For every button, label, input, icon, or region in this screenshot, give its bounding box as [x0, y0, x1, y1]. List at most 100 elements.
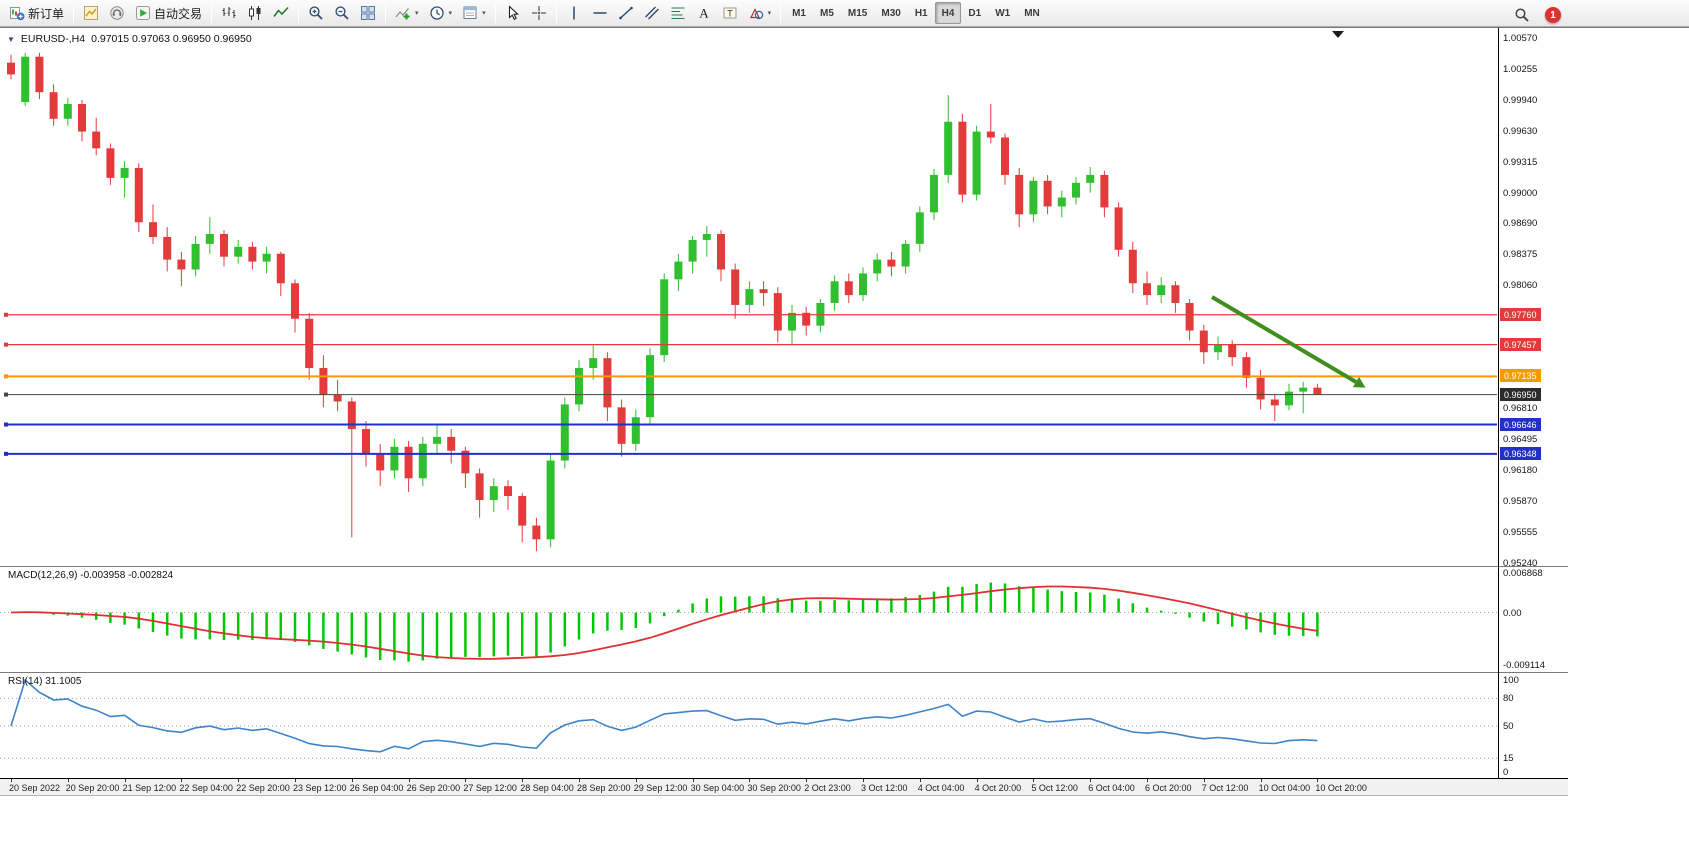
- time-label: 7 Oct 12:00: [1201, 783, 1249, 793]
- community-button[interactable]: [104, 2, 130, 24]
- time-label: 22 Sep 20:00: [236, 783, 290, 793]
- price-tick: 0.98375: [1503, 249, 1538, 261]
- price-tick: 0.99315: [1503, 156, 1538, 168]
- time-tick: [1260, 779, 1262, 782]
- textA-icon: A: [696, 5, 712, 21]
- time-tick: [67, 779, 69, 782]
- new-order-button[interactable]: 新订单: [4, 2, 69, 24]
- new-order-icon: [9, 5, 25, 21]
- price-tick: 0.99630: [1503, 125, 1538, 137]
- rsi-axis-level: 15: [1503, 753, 1514, 765]
- timeframe-m5-button[interactable]: M5: [820, 7, 834, 19]
- price-tick: 0.98690: [1503, 218, 1538, 230]
- macd-axis-zero: 0.00: [1503, 607, 1522, 619]
- bar-chart-button[interactable]: [216, 2, 242, 24]
- line-chart-button[interactable]: [268, 2, 294, 24]
- zoom-in-icon: [308, 5, 324, 21]
- search-button[interactable]: [1509, 4, 1535, 26]
- time-label: 2 Oct 23:00: [804, 783, 851, 793]
- timeframe-d1-button[interactable]: D1: [968, 7, 982, 19]
- svg-text:T: T: [727, 9, 733, 19]
- template-icon: [462, 5, 478, 21]
- time-tick: [408, 779, 410, 782]
- price-tick: 0.96495: [1503, 434, 1538, 446]
- rsi-label: RSI(14) 31.1005: [8, 676, 82, 687]
- periods-button[interactable]: ▾: [424, 2, 458, 24]
- autotrade-icon: [135, 5, 151, 21]
- fibonacci-button[interactable]: [665, 2, 691, 24]
- time-label: 3 Oct 12:00: [861, 783, 908, 793]
- time-tick: [635, 779, 637, 782]
- rsi-axis-level: 100: [1503, 675, 1519, 686]
- auto-trading-button[interactable]: 自动交易: [130, 2, 207, 24]
- timeframe-m15-button[interactable]: M15: [847, 7, 868, 19]
- rsi-panel-splitter[interactable]: [0, 672, 1568, 673]
- time-tick: [522, 779, 524, 782]
- time-label: 23 Sep 12:00: [293, 783, 347, 793]
- channel-icon: [644, 5, 660, 21]
- horizontal-line-button[interactable]: [587, 2, 613, 24]
- toolbar-separator: [211, 3, 213, 23]
- price-badge: 0.97457: [1500, 337, 1541, 351]
- toolbar-separator: [494, 3, 496, 23]
- fibo-icon: [670, 5, 686, 21]
- candle-chart-button[interactable]: [242, 2, 268, 24]
- time-tick: [238, 779, 240, 782]
- vline-icon: [566, 5, 582, 21]
- cursor-icon: [505, 5, 521, 21]
- search-icon: [1514, 7, 1530, 23]
- hline-icon: [592, 5, 608, 21]
- text-label-button[interactable]: T: [717, 2, 743, 24]
- symbol-dropdown-icon[interactable]: ▼: [7, 34, 15, 44]
- crosshair-button[interactable]: [526, 2, 552, 24]
- indicators-button[interactable]: ▾: [390, 2, 424, 24]
- trendline-button[interactable]: [613, 2, 639, 24]
- timeframe-h4-button[interactable]: H4: [934, 2, 962, 24]
- vertical-line-button[interactable]: [561, 2, 587, 24]
- macd-panel[interactable]: [0, 568, 1500, 672]
- timeframe-m1-button[interactable]: M1: [792, 7, 806, 19]
- macd-panel-splitter[interactable]: [0, 566, 1568, 567]
- text-button[interactable]: A: [691, 2, 717, 24]
- time-label: 21 Sep 12:00: [122, 783, 177, 793]
- ohlc-readout: 0.97015 0.97063 0.96950 0.96950: [91, 33, 252, 45]
- time-tick: [692, 779, 694, 782]
- notification-badge[interactable]: 1: [1545, 7, 1561, 23]
- time-tick: [181, 779, 183, 782]
- time-label: 30 Sep 04:00: [690, 783, 745, 793]
- trend-arrow: [1210, 295, 1358, 384]
- templates-button[interactable]: ▾: [457, 2, 491, 24]
- price-tick: 0.98060: [1503, 280, 1538, 292]
- equidistant-channel-button[interactable]: [639, 2, 665, 24]
- new-order-button-label: 新订单: [28, 6, 65, 21]
- timeframe-w1-button[interactable]: W1: [995, 7, 1011, 19]
- price-badge: 0.97135: [1500, 369, 1541, 383]
- time-label: 20 Sep 20:00: [65, 783, 120, 793]
- rsi-panel[interactable]: [0, 674, 1500, 777]
- zoom-out-button[interactable]: [329, 2, 355, 24]
- charts-button[interactable]: [78, 2, 104, 24]
- timeframe-h1-button[interactable]: H1: [914, 7, 928, 19]
- price-axis[interactable]: 1.00570 1.00255 0.99940 0.99630 0.99315 0.990…: [1500, 28, 1590, 796]
- time-label: 6 Oct 04:00: [1088, 783, 1135, 793]
- tile-windows-button[interactable]: [355, 2, 381, 24]
- rsi-axis-level: 80: [1503, 693, 1514, 705]
- cursor-button[interactable]: [500, 2, 526, 24]
- rsi-axis-level: 50: [1503, 721, 1514, 732]
- arrows-button[interactable]: ▾: [743, 2, 777, 24]
- time-label: 29 Sep 12:00: [633, 783, 688, 793]
- price-chart[interactable]: [0, 31, 1500, 570]
- chevron-down-icon: ▾: [415, 10, 419, 17]
- price-tick: 0.99000: [1503, 187, 1538, 199]
- time-tick: [1090, 779, 1092, 782]
- timeframe-mn-button[interactable]: MN: [1024, 7, 1040, 19]
- timeframe-m30-button[interactable]: M30: [881, 7, 901, 19]
- tile-icon: [360, 5, 376, 21]
- time-axis[interactable]: 20 Sep 2022 20 Sep 20:00 21 Sep 12:00 22 Se…: [0, 778, 1568, 796]
- time-label: 6 Oct 20:00: [1145, 783, 1192, 793]
- time-tick: [1203, 779, 1205, 782]
- chart-window: ▼ EURUSD-,H4 0.97015 0.97063 0.96950 0.9…: [0, 27, 1689, 859]
- shapes-icon: [748, 5, 764, 21]
- zoom-in-button[interactable]: [303, 2, 329, 24]
- time-label: 22 Sep 04:00: [179, 783, 233, 793]
